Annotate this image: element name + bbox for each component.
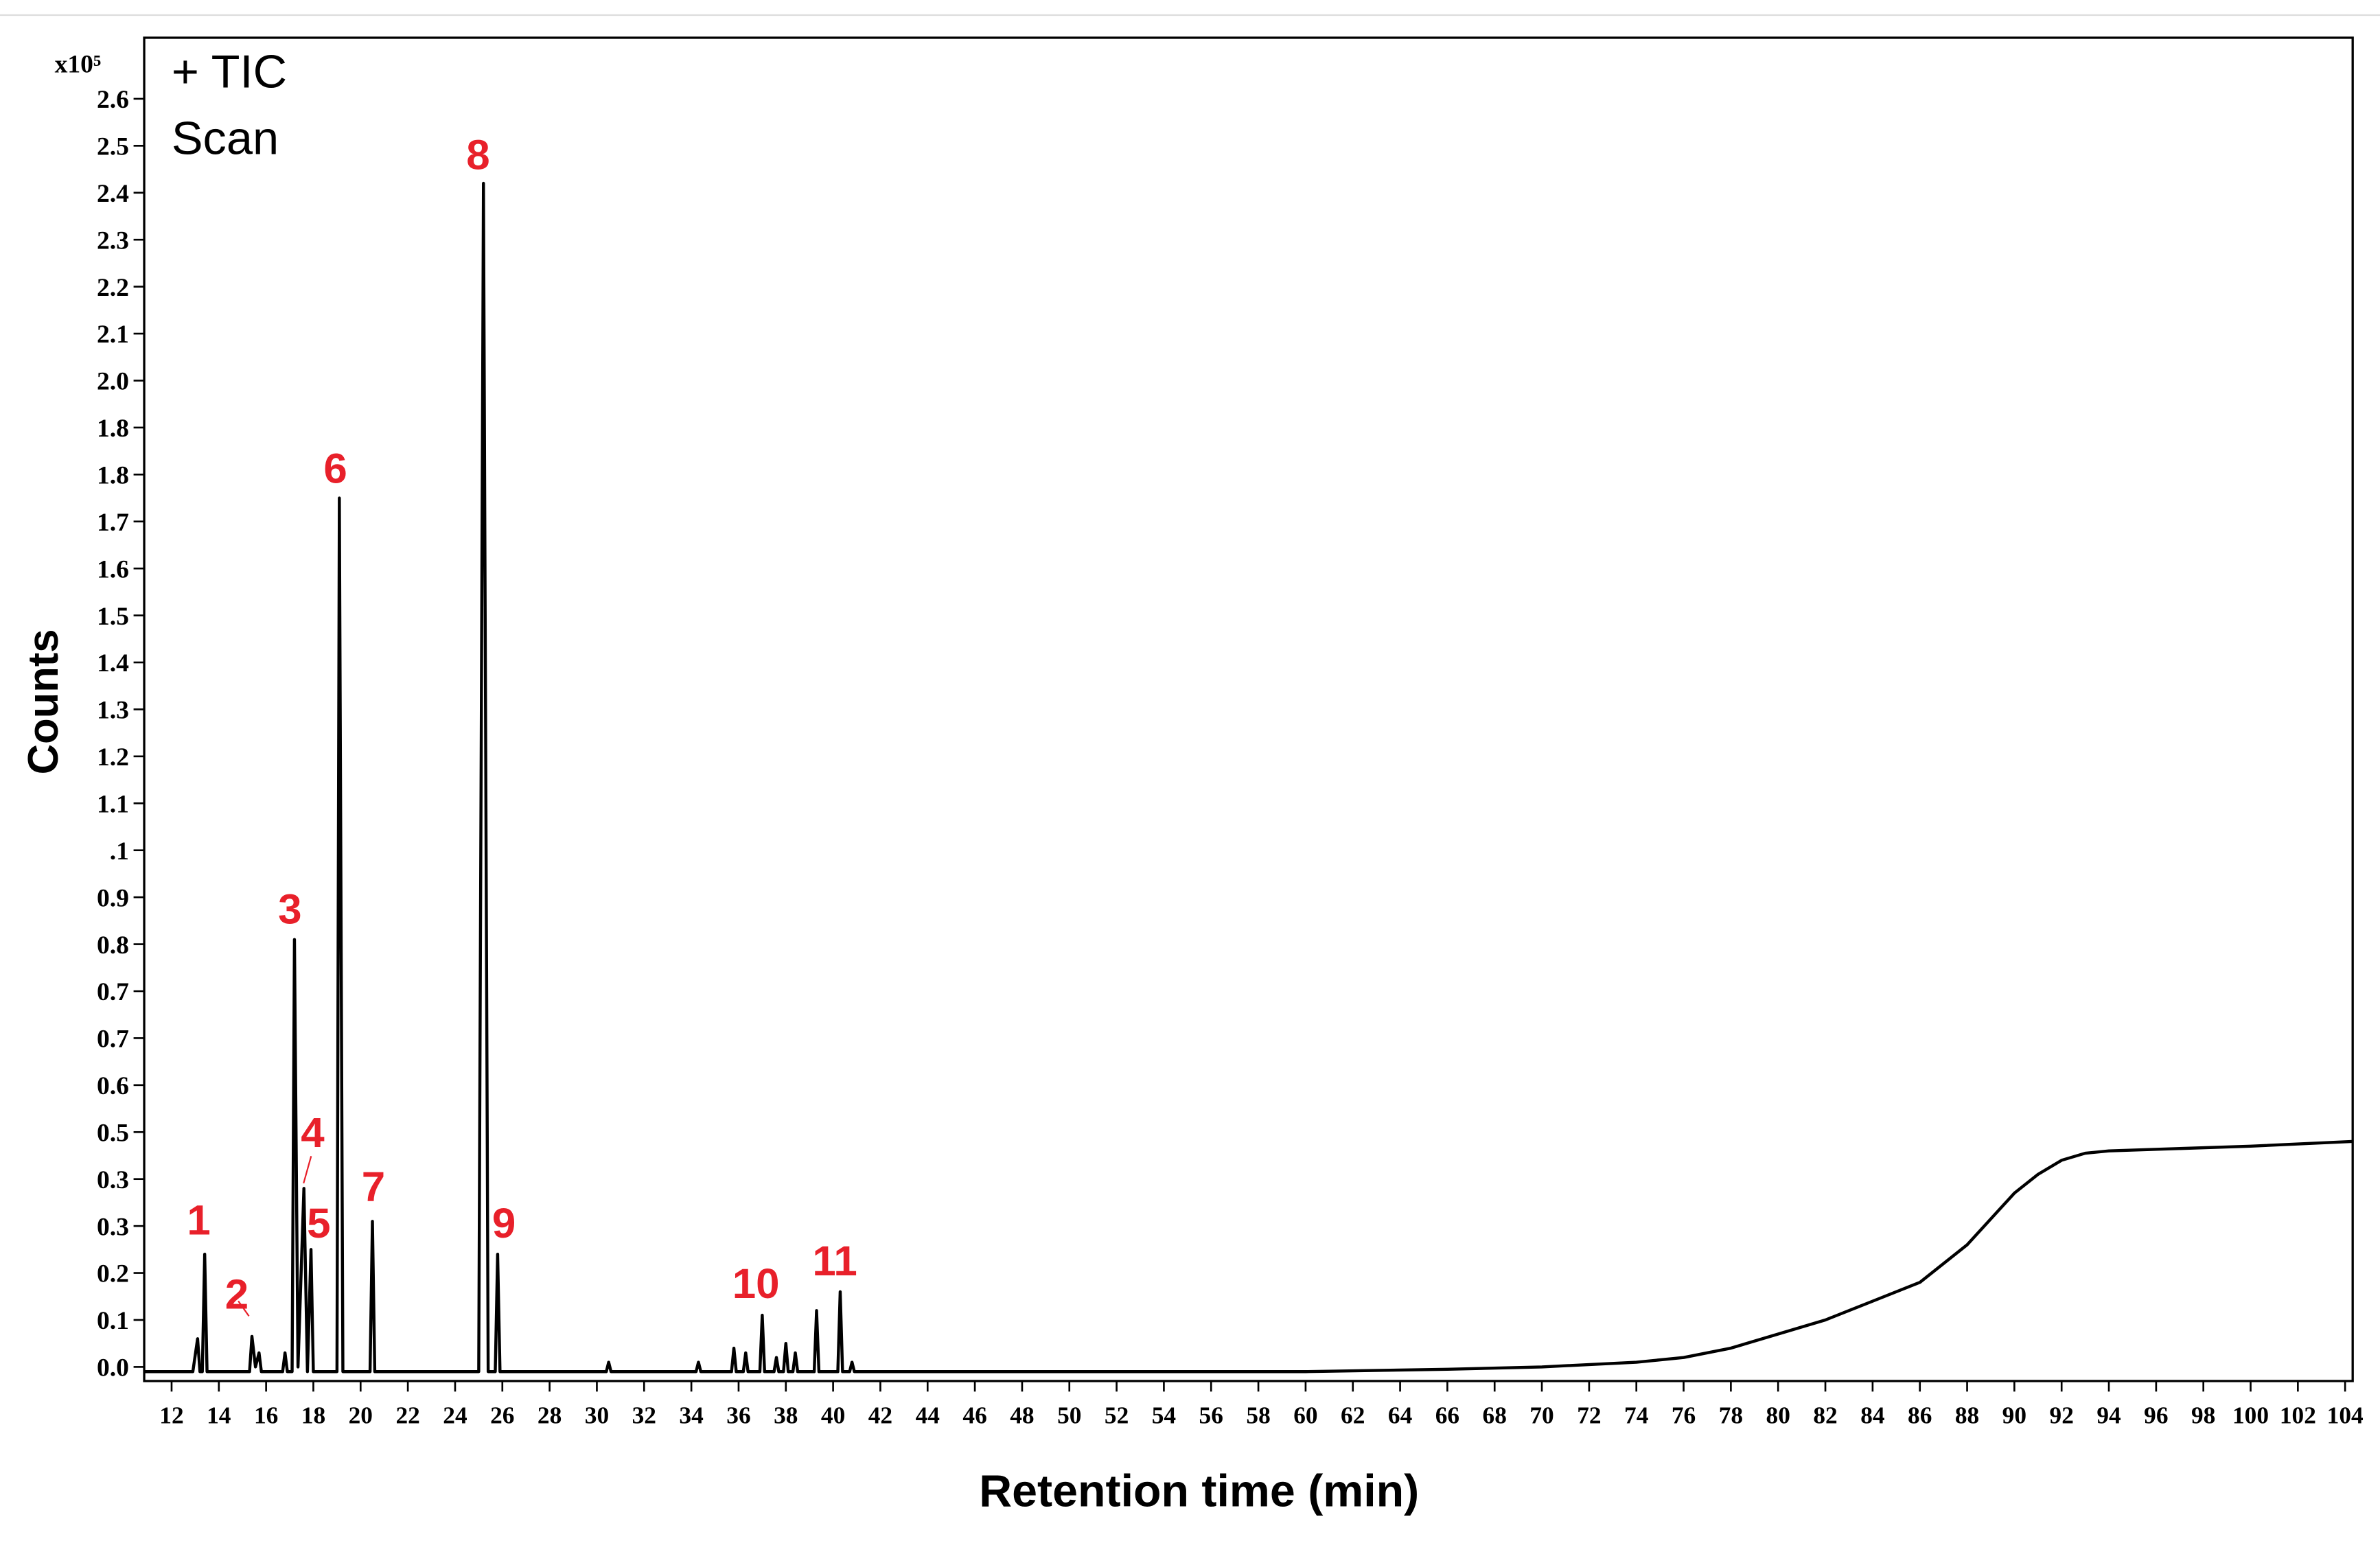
y-tick-label: 0.3 bbox=[97, 1213, 129, 1241]
x-tick-label: 64 bbox=[1388, 1402, 1412, 1429]
x-tick-label: 34 bbox=[679, 1402, 703, 1429]
x-tick-label: 22 bbox=[395, 1402, 419, 1429]
x-tick-label: 32 bbox=[632, 1402, 656, 1429]
y-tick-label: 2.2 bbox=[97, 274, 129, 302]
x-tick-label: 72 bbox=[1577, 1402, 1601, 1429]
peak-label: 8 bbox=[466, 131, 489, 178]
x-tick-label: 76 bbox=[1672, 1402, 1696, 1429]
x-tick-label: 100 bbox=[2232, 1402, 2269, 1429]
y-tick-label: 2.6 bbox=[97, 86, 129, 114]
x-tick-label: 12 bbox=[159, 1402, 183, 1429]
x-tick-label: 78 bbox=[1719, 1402, 1743, 1429]
y-tick-label: 0.0 bbox=[97, 1354, 129, 1382]
y-tick-label: 0.3 bbox=[97, 1166, 129, 1194]
plot-frame bbox=[143, 36, 2354, 1382]
x-tick-label: 74 bbox=[1624, 1402, 1648, 1429]
x-tick-label: 26 bbox=[490, 1402, 514, 1429]
x-tick-label: 104 bbox=[2327, 1402, 2364, 1429]
x-tick-label: 24 bbox=[443, 1402, 467, 1429]
x-tick-label: 80 bbox=[1766, 1402, 1790, 1429]
x-tick-label: 48 bbox=[1010, 1402, 1034, 1429]
y-tick-label: 2.1 bbox=[97, 321, 129, 349]
peak-label: 7 bbox=[362, 1163, 385, 1211]
x-tick-label: 102 bbox=[2280, 1402, 2316, 1429]
x-tick-label: 28 bbox=[538, 1402, 562, 1429]
x-tick-label: 46 bbox=[962, 1402, 986, 1429]
x-tick-label: 16 bbox=[254, 1402, 278, 1429]
x-tick-label: 58 bbox=[1246, 1402, 1270, 1429]
y-tick-label: 1.6 bbox=[97, 555, 129, 583]
x-tick-label: 88 bbox=[1955, 1402, 1979, 1429]
y-tick-label: 1.4 bbox=[97, 649, 129, 677]
y-tick-label: 0.8 bbox=[97, 931, 129, 960]
y-tick-label: 1.1 bbox=[97, 791, 129, 819]
peak-label: 3 bbox=[278, 886, 301, 934]
x-tick-label: 96 bbox=[2144, 1402, 2168, 1429]
x-tick-label: 68 bbox=[1483, 1402, 1507, 1429]
y-tick-label: 0.7 bbox=[97, 1026, 129, 1054]
x-tick-label: 50 bbox=[1057, 1402, 1081, 1429]
x-tick-label: 30 bbox=[585, 1402, 609, 1429]
x-tick-label: 62 bbox=[1341, 1402, 1365, 1429]
y-tick-label: 1.8 bbox=[97, 462, 129, 490]
y-tick-label: 1.3 bbox=[97, 697, 129, 725]
x-tick-label: 90 bbox=[2002, 1402, 2026, 1429]
y-axis-title: Counts bbox=[20, 629, 67, 774]
y-tick-label: 2.3 bbox=[97, 227, 129, 255]
leader-line bbox=[238, 1300, 250, 1317]
peak-label: 10 bbox=[732, 1260, 780, 1308]
x-tick-label: 36 bbox=[726, 1402, 750, 1429]
peak-label: 11 bbox=[812, 1238, 857, 1285]
x-tick-label: 70 bbox=[1529, 1402, 1553, 1429]
x-tick-label: 42 bbox=[868, 1402, 892, 1429]
x-tick-label: 40 bbox=[821, 1402, 845, 1429]
x-tick-label: 66 bbox=[1435, 1402, 1459, 1429]
leader-line bbox=[303, 1156, 312, 1184]
peak-label: 9 bbox=[492, 1200, 516, 1247]
x-tick-label: 94 bbox=[2096, 1402, 2121, 1429]
peak-label: 6 bbox=[323, 445, 347, 493]
y-tick-label: 1.2 bbox=[97, 743, 129, 772]
chart-title: + TIC bbox=[172, 46, 287, 98]
y-tick-label: 1.7 bbox=[97, 509, 129, 537]
x-tick-label: 92 bbox=[2050, 1402, 2074, 1429]
peak-label: 5 bbox=[307, 1200, 330, 1247]
x-tick-label: 98 bbox=[2191, 1402, 2215, 1429]
x-tick-label: 44 bbox=[916, 1402, 940, 1429]
y-tick-label: 0.5 bbox=[97, 1120, 129, 1148]
x-tick-label: 82 bbox=[1813, 1402, 1837, 1429]
x-tick-label: 52 bbox=[1105, 1402, 1129, 1429]
y-tick-label: 0.1 bbox=[97, 1307, 129, 1335]
x-tick-label: 14 bbox=[207, 1402, 231, 1429]
x-tick-label: 38 bbox=[774, 1402, 798, 1429]
x-tick-label: 84 bbox=[1860, 1402, 1884, 1429]
y-tick-label: 0.7 bbox=[97, 978, 129, 1006]
x-tick-label: 20 bbox=[349, 1402, 373, 1429]
chart-subtitle: Scan bbox=[172, 112, 279, 164]
y-tick-label: 1.8 bbox=[97, 415, 129, 443]
x-tick-label: 56 bbox=[1199, 1402, 1223, 1429]
peak-label: 2 bbox=[225, 1271, 249, 1319]
peak-label: 4 bbox=[301, 1109, 324, 1157]
y-tick-label: .1 bbox=[110, 837, 129, 866]
y-tick-label: 2.4 bbox=[97, 180, 129, 208]
y-tick-label: 2.0 bbox=[97, 368, 129, 396]
y-tick-label: 0.2 bbox=[97, 1260, 129, 1288]
x-axis-title: Retention time (min) bbox=[979, 1466, 1419, 1517]
x-tick-label: 86 bbox=[1908, 1402, 1932, 1429]
y-tick-label: 2.5 bbox=[97, 133, 129, 161]
x-tick-label: 60 bbox=[1293, 1402, 1317, 1429]
y-tick-label: 1.5 bbox=[97, 603, 129, 631]
y-tick-label: 0.9 bbox=[97, 884, 129, 912]
chromatogram-line bbox=[144, 181, 2353, 1374]
x-tick-label: 54 bbox=[1152, 1402, 1176, 1429]
x-tick-label: 18 bbox=[301, 1402, 325, 1429]
peak-label: 1 bbox=[187, 1197, 210, 1244]
y-multiplier: x10⁵ bbox=[55, 51, 102, 79]
y-tick-label: 0.6 bbox=[97, 1072, 129, 1100]
